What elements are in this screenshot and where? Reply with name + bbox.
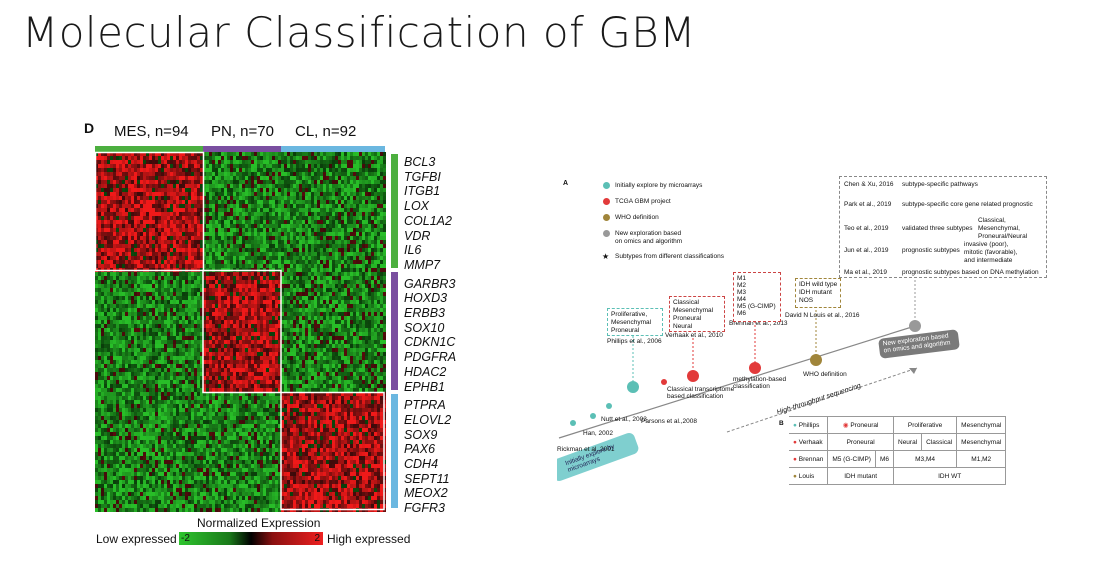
gene-label: PAX6 [404,442,436,457]
panel-label-b: B [779,420,784,427]
ref-brennan: Brennan et al., 2013 [729,320,788,327]
milestone-classical: Classical transcriptome based classifica… [667,386,735,400]
verhaak-subtypes-box: Classical Mesenchymal Proneural Neural [669,296,725,332]
heatmap [95,146,398,512]
legend-dot-who [603,214,610,221]
gene-label: CDH4 [404,457,439,471]
gene-label: IL6 [404,243,422,258]
panel-label-a: A [563,180,569,187]
gene-label: SOX10 [404,320,445,335]
ref-verhaak: Verhaak et al., 2010 [665,332,723,339]
ref-parsons: Parsons et al.,2008 [641,418,698,425]
gene-label: PTPRA [404,398,446,413]
table-row: ● Brennan M5 (G-CIMP) M6 M3,M4 M1,M2 [789,450,1007,468]
legend-title: Normalized Expression [197,516,321,530]
milestone-methylation: methylation-based classification [733,376,787,390]
legend-subtypes: Subtypes from different classifications [615,253,724,260]
gene-label: PDGFRA [404,350,457,365]
gene-bar-pn [391,272,398,390]
gene-label: BCL3 [404,155,436,169]
subtype-comparison-table: ● Phillips ◉ Proneural Proliferative Mes… [789,416,1007,485]
gene-label: HDAC2 [404,364,447,379]
ref-nutt: Nutt et al., 2003 [601,416,647,423]
ref-han: Han, 2002 [583,430,613,437]
gene-bar-cl [391,394,398,508]
timeline-lines [557,276,960,482]
gene-label: HOXD3 [404,291,448,306]
group-bar-mes [95,146,203,152]
timeline-panel: A Initially explore by microarrays TCGA … [557,168,1057,498]
group-bar-pn [203,146,281,152]
gene-label: ITGB1 [404,184,441,199]
milestone-who: WHO definition [803,371,847,378]
phillips-subtypes-box: Proliferative, Mesenchymal Proneural [607,308,663,336]
legend-who: WHO definition [615,214,659,221]
gene-label: SOX9 [404,427,438,442]
panel-label-d: D [84,120,95,136]
group-label-cl: CL, n=92 [295,123,357,140]
table-row: ● Louis IDH mutant IDH WT [789,467,1007,485]
group-label-mes: MES, n=94 [114,123,189,140]
legend-low-label: Low expressed [96,532,177,546]
gene-label: CDKN1C [404,335,456,350]
legend-new-2: on omics and algorithm [615,238,683,245]
gene-label: TGFBI [404,169,441,184]
group-label-pn: PN, n=70 [211,123,274,140]
star-icon: ★ [602,252,610,261]
gene-label: ERBB3 [404,306,445,320]
table-row: ● Verhaak Proneural Neural Classical Mes… [789,433,1007,451]
gene-label: FGFR3 [404,501,445,516]
scale-min: -2 [181,533,190,544]
legend-new: New exploration based [615,230,682,237]
legend-tcga: TCGA GBM project [615,198,671,205]
recent-studies-box: Chen & Xu, 2016 subtype-specific pathway… [839,176,1047,278]
legend-dot-microarray [603,182,610,189]
gene-label: ELOVL2 [404,412,452,427]
legend-dot-new [603,230,610,237]
ref-rickman: Rickman et al.,2001 [557,446,615,453]
table-row: ● Phillips ◉ Proneural Proliferative Mes… [789,416,1007,434]
color-scale-bar: -2 2 [179,532,323,545]
gene-label: MMP7 [404,257,441,272]
legend-dot-tcga [603,198,610,205]
gene-label: GARBR3 [404,276,456,291]
gene-label: EPHB1 [404,379,445,394]
brennan-subtypes-box: M1 M2 M3 M4 M5 (G-CIMP) M6 [733,272,781,322]
heatmap-panel: D MES, n=94 PN, n=70 CL, n=92 BCL3 TGFBI I… [82,118,456,558]
gene-label: VDR [404,228,431,243]
louis-subtypes-box: IDH wild type IDH mutant NOS [795,278,841,308]
heatmap-cells [95,152,386,512]
gene-label: MEOX2 [404,486,448,501]
legend-microarray: Initially explore by microarrays [615,182,703,189]
ref-louis: David N Louis et al., 2016 [785,312,860,319]
gene-label: LOX [404,199,430,214]
group-bar-cl [281,146,385,152]
gene-label: SEPT11 [404,471,450,486]
slide-title: Molecular Classification of GBM [22,8,697,57]
ref-phillips: Phillips et al., 2006 [607,338,662,345]
legend-high-label: High expressed [327,532,411,546]
scale-max: 2 [314,533,320,544]
gene-bar-mes [391,154,398,268]
gene-label: COL1A2 [404,213,452,228]
